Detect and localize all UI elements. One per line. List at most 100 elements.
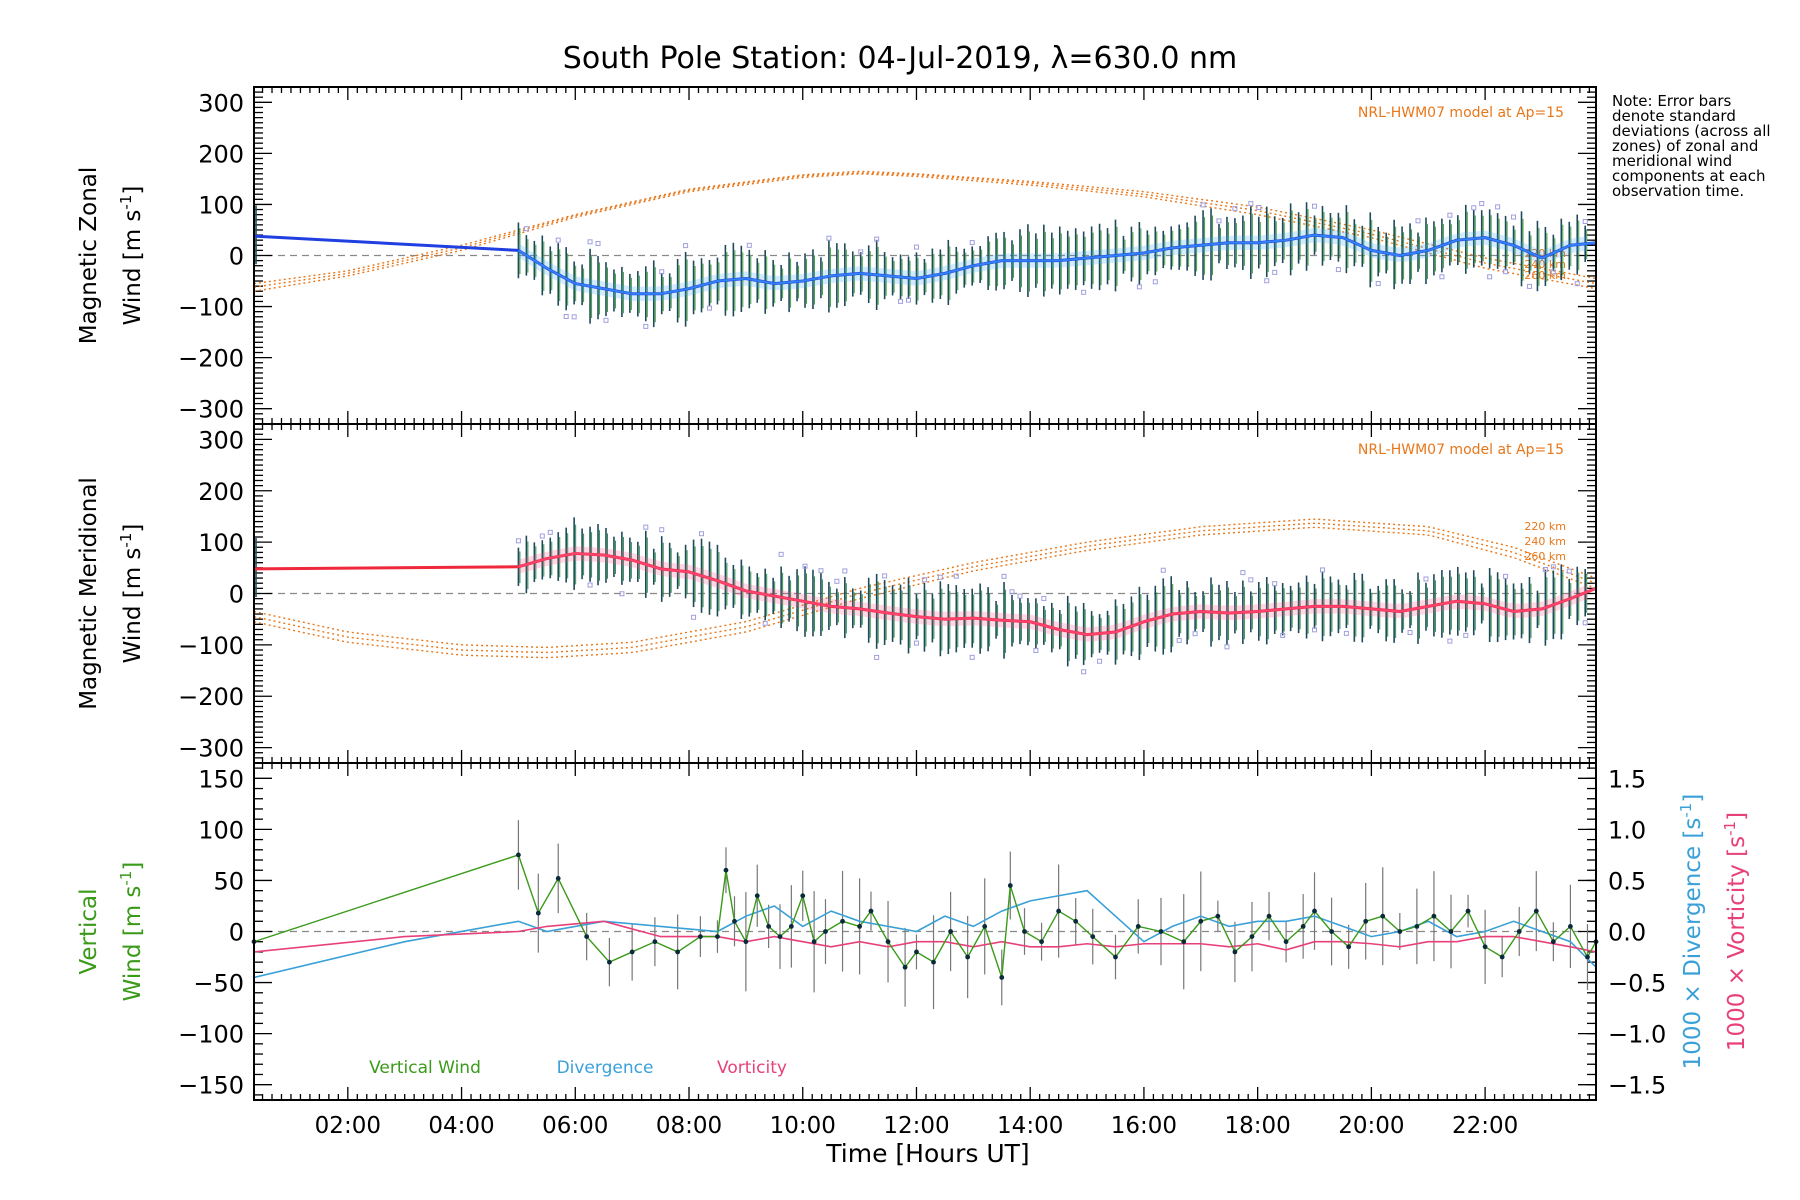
vertical-wind-point bbox=[1215, 913, 1221, 919]
vertical-wind-point bbox=[1516, 929, 1522, 934]
series-line-overlay bbox=[518, 552, 1597, 636]
outlier-marker bbox=[1200, 202, 1206, 208]
outlier-marker bbox=[906, 297, 912, 303]
outlier-marker bbox=[1487, 274, 1493, 280]
outlier-marker bbox=[1160, 567, 1166, 573]
outlier-marker bbox=[1097, 658, 1103, 664]
vertical-wind-point bbox=[743, 939, 749, 945]
y-tick-label: 150 bbox=[198, 765, 244, 793]
vertical-wind-point bbox=[885, 939, 891, 945]
panels: −300 −200 −100 0 100 200 300 Magnetic Zonal Wind… bbox=[76, 86, 1750, 1139]
outlier-marker bbox=[587, 582, 593, 588]
y-tick-label: −50 bbox=[193, 970, 244, 998]
outlier-marker bbox=[595, 240, 601, 246]
y-tick-label: −100 bbox=[178, 294, 244, 322]
vertical-wind-point bbox=[1363, 918, 1369, 924]
vertical-wind-point bbox=[535, 910, 541, 916]
outlier-marker bbox=[1415, 218, 1421, 224]
outlier-marker bbox=[937, 574, 943, 580]
model-altitude-label: 260 km bbox=[1524, 550, 1566, 563]
outlier-marker bbox=[1009, 589, 1015, 595]
panel-vertical: −150 −100 −50 0 50 100 150 Vertical Wind [m s-1]… bbox=[76, 762, 1750, 1139]
outlier-marker bbox=[691, 614, 697, 620]
outlier-marker bbox=[1017, 593, 1023, 599]
outlier-marker bbox=[1312, 203, 1318, 209]
outlier-marker bbox=[969, 240, 975, 246]
vertical-wind-point bbox=[1135, 923, 1141, 929]
outlier-marker bbox=[619, 591, 625, 597]
outlier-marker bbox=[969, 654, 975, 660]
y-right-axis-label-divergence: 1000 × Divergence [s-1] bbox=[1677, 794, 1706, 1070]
outlier-marker bbox=[587, 239, 593, 245]
vertical-wind-line bbox=[253, 854, 1597, 978]
outlier-marker bbox=[1375, 281, 1381, 287]
outlier-marker bbox=[1001, 573, 1007, 579]
vertical-wind-point bbox=[715, 934, 720, 940]
model-label: NRL-HWM07 model at Ap=15 bbox=[1358, 442, 1564, 458]
vertical-wind-point bbox=[1482, 944, 1488, 950]
scatter-points bbox=[523, 201, 1588, 329]
outlier-marker bbox=[659, 527, 665, 533]
y-tick-label: −200 bbox=[178, 345, 244, 373]
vertical-wind-point bbox=[823, 929, 828, 934]
outlier-marker bbox=[953, 573, 959, 579]
vertical-wind-point bbox=[1073, 918, 1079, 924]
outlier-marker bbox=[874, 654, 880, 660]
outlier-marker bbox=[1407, 629, 1413, 635]
vertical-wind-point bbox=[777, 934, 783, 940]
outlier-marker bbox=[746, 242, 752, 248]
y-tick-label: −300 bbox=[178, 396, 244, 424]
model-label: NRL-HWM07 model at Ap=15 bbox=[1358, 105, 1564, 121]
outlier-marker bbox=[1081, 669, 1087, 675]
vertical-wind-point bbox=[723, 867, 729, 873]
outlier-marker bbox=[563, 313, 569, 319]
vertical-wind-point bbox=[732, 918, 737, 924]
outlier-marker bbox=[1248, 201, 1254, 207]
outlier-marker bbox=[1240, 570, 1246, 576]
outlier-marker bbox=[1582, 620, 1588, 626]
outlier-marker bbox=[834, 578, 840, 584]
y-right-axis-label-vorticity: 1000 × Vorticity [s-1] bbox=[1721, 812, 1750, 1051]
spread-band bbox=[518, 546, 1588, 642]
model-curve bbox=[253, 518, 1597, 648]
y-right-tick-label: −1.0 bbox=[1608, 1021, 1666, 1049]
outlier-marker bbox=[1343, 630, 1349, 636]
y-tick-label: −100 bbox=[178, 632, 244, 660]
y-tick-label: 300 bbox=[198, 89, 244, 117]
vertical-wind-point bbox=[1448, 929, 1454, 934]
vertical-wind-point bbox=[931, 959, 936, 965]
outlier-marker bbox=[1136, 284, 1142, 290]
outlier-marker bbox=[643, 323, 649, 329]
outlier-marker bbox=[1081, 289, 1087, 295]
outlier-marker bbox=[802, 563, 808, 569]
outlier-marker bbox=[882, 573, 888, 579]
outlier-marker bbox=[858, 249, 864, 255]
y-right-tick-label: 0.5 bbox=[1608, 867, 1646, 895]
vertical-wind-point bbox=[1585, 954, 1590, 960]
outlier-marker bbox=[1272, 581, 1278, 587]
vertical-wind-point bbox=[811, 939, 817, 945]
outlier-marker bbox=[699, 531, 705, 537]
y-axis-label-line1: Magnetic Zonal bbox=[76, 167, 102, 345]
vertical-wind-point bbox=[857, 923, 863, 929]
x-tick-label: 22:00 bbox=[1452, 1113, 1518, 1139]
panel-zonal: −300 −200 −100 0 100 200 300 Magnetic Zonal Wind… bbox=[76, 86, 1597, 425]
panel-meridional: −300 −200 −100 0 100 200 300 Magnetic Meridiona… bbox=[76, 423, 1597, 764]
outlier-marker bbox=[1479, 201, 1485, 207]
outlier-marker bbox=[818, 568, 824, 574]
outlier-marker bbox=[1526, 283, 1532, 289]
vertical-wind-point bbox=[965, 954, 971, 960]
outlier-marker bbox=[706, 305, 712, 311]
y-tick-label: −100 bbox=[178, 1021, 244, 1049]
vertical-wind-point bbox=[788, 923, 794, 929]
y-axis-label-line2: Wind [m s-1] bbox=[117, 186, 146, 326]
outlier-marker bbox=[539, 533, 545, 539]
legend-entry: Vertical Wind bbox=[369, 1058, 481, 1078]
outlier-marker bbox=[921, 577, 927, 583]
outlier-marker bbox=[1574, 281, 1580, 287]
y-tick-label: −150 bbox=[178, 1072, 244, 1100]
vertical-wind-point bbox=[697, 934, 703, 940]
outlier-marker bbox=[1216, 218, 1222, 224]
chart-title: South Pole Station: 04-Jul-2019, λ=630.0… bbox=[563, 41, 1237, 76]
